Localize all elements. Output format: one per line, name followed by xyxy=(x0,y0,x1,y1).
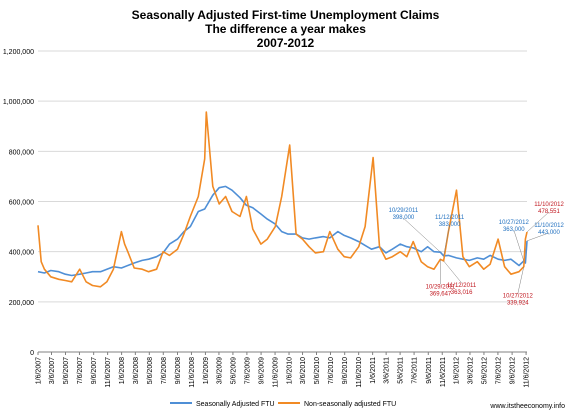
annotation-leader xyxy=(526,232,550,242)
legend-label: Non-seasonally adjusted FTU xyxy=(304,401,396,408)
y-tick-label: 200,000 xyxy=(9,300,34,307)
x-tick-label: 9/6/2009 xyxy=(259,357,266,384)
chart-title-line-1: Seasonally Adjusted First-time Unemploym… xyxy=(131,8,440,22)
x-tick-label: 3/6/2009 xyxy=(216,357,223,384)
x-tick-label: 5/6/2008 xyxy=(147,357,154,384)
annotation-value: 363,016 xyxy=(451,290,473,296)
series-line-non-seasonally-adjusted xyxy=(37,111,528,288)
x-tick-label: 1/6/2011 xyxy=(370,357,377,384)
x-tick-label: 7/6/2009 xyxy=(244,357,251,384)
x-tick-label: 9/6/2007 xyxy=(91,357,98,384)
x-tick-label: 3/6/2008 xyxy=(133,357,140,384)
x-tick-label: 1/6/2008 xyxy=(119,357,126,384)
annotation-leader xyxy=(513,229,525,262)
y-tick-label: 1,200,000 xyxy=(3,49,34,56)
annotation-date: 11/12/2011 xyxy=(447,283,477,289)
x-tick-label: 3/6/2012 xyxy=(467,357,474,384)
annotation-leader xyxy=(517,266,525,294)
y-tick-label: 1,000,000 xyxy=(3,99,34,106)
x-tick-label: 5/6/2009 xyxy=(230,357,237,384)
x-tick-label: 1/6/2012 xyxy=(454,357,461,384)
x-tick-label: 5/6/2007 xyxy=(63,357,70,384)
chart-title-line-2: The difference a year makes xyxy=(205,22,366,36)
x-tick-label: 9/6/2008 xyxy=(175,357,182,384)
annotation-leader xyxy=(526,211,550,233)
x-tick-label: 7/6/2008 xyxy=(161,357,168,384)
annotation-value: 478,551 xyxy=(538,209,560,215)
x-tick-label: 1/6/2010 xyxy=(287,357,294,384)
annotation-date: 10/29/2011 xyxy=(389,208,419,214)
annotation-date: 10/27/2012 xyxy=(499,220,530,226)
annotation-leader xyxy=(443,260,462,284)
annotation-date: 10/27/2012 xyxy=(503,294,534,300)
annotation-date: 10/29/2011 xyxy=(426,284,456,290)
x-tick-label: 7/6/2010 xyxy=(328,357,335,384)
chart-title-line-3: 2007-2012 xyxy=(256,36,315,50)
annotation-date: 11/12/2011 xyxy=(435,215,465,221)
x-tick-label: 11/6/2007 xyxy=(105,357,112,388)
x-tick-label: 3/6/2011 xyxy=(384,357,391,384)
y-tick-label: 0 xyxy=(30,350,34,357)
legend-label: Seasonally Adjusted FTU xyxy=(196,401,275,408)
x-tick-label: 1/6/2009 xyxy=(203,357,210,384)
x-tick-label: 3/6/2007 xyxy=(49,357,56,384)
x-tick-label: 11/6/2012 xyxy=(524,357,531,388)
x-tick-label: 5/6/2010 xyxy=(314,357,321,384)
x-tick-label: 5/6/2011 xyxy=(398,357,405,384)
annotation-date: 11/10/2012 xyxy=(534,223,564,229)
annotation-value: 363,000 xyxy=(503,227,525,233)
annotation-value: 443,000 xyxy=(538,230,560,236)
x-tick-label: 9/6/2011 xyxy=(426,357,433,384)
x-tick-label: 11/6/2010 xyxy=(356,357,363,388)
annotation-date: 11/10/2012 xyxy=(534,202,564,208)
annotation-value: 383,000 xyxy=(439,222,461,228)
x-tick-label: 1/6/2007 xyxy=(36,357,43,384)
x-tick-label: 5/6/2012 xyxy=(481,357,488,384)
x-tick-label: 11/6/2011 xyxy=(440,357,447,387)
annotation-value: 339,924 xyxy=(507,301,529,307)
x-tick-label: 11/6/2009 xyxy=(273,357,280,388)
source-credit: www.itstheeconomy.info xyxy=(490,403,565,410)
y-tick-label: 600,000 xyxy=(9,200,34,207)
y-tick-label: 400,000 xyxy=(9,250,34,257)
y-tick-label: 800,000 xyxy=(9,149,34,156)
annotation-leader xyxy=(403,217,441,253)
x-tick-label: 9/6/2010 xyxy=(342,357,349,384)
series-line-seasonally-adjusted xyxy=(37,185,528,277)
x-tick-label: 7/6/2011 xyxy=(412,357,419,384)
x-tick-label: 3/6/2010 xyxy=(300,357,307,384)
x-tick-label: 7/6/2007 xyxy=(77,357,84,384)
x-tick-label: 7/6/2012 xyxy=(495,357,502,384)
x-tick-label: 9/6/2012 xyxy=(510,357,517,384)
annotation-value: 398,000 xyxy=(393,215,415,221)
annotation-value: 369,647 xyxy=(430,291,452,297)
annotation-leader xyxy=(443,224,450,256)
x-tick-label: 11/6/2008 xyxy=(189,357,196,388)
